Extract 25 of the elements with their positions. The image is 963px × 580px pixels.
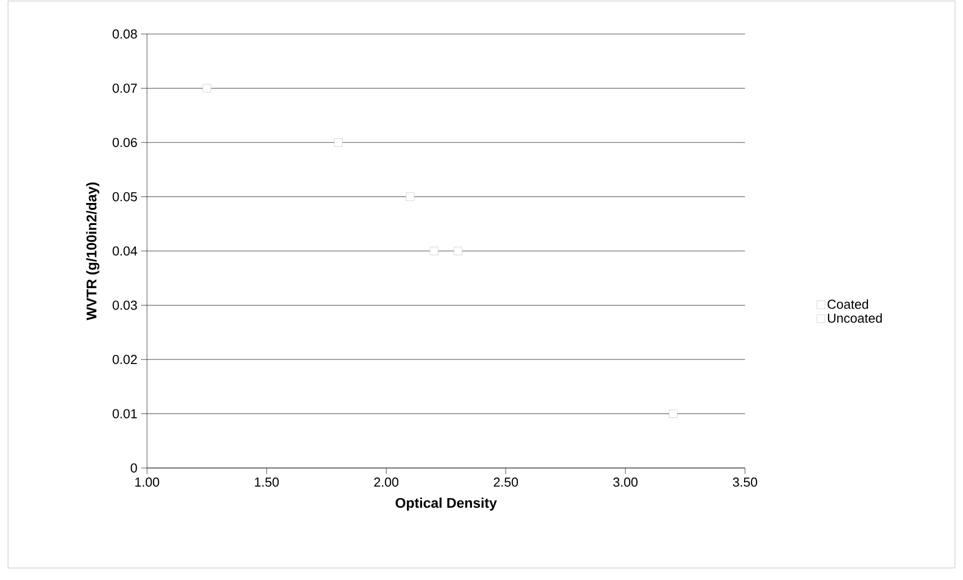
point xyxy=(334,138,343,147)
y-tick-label: 0.07 xyxy=(112,84,137,93)
point xyxy=(430,246,438,256)
x-axis-title: Optical Density xyxy=(396,498,497,511)
legend-label: Uncoated xyxy=(828,313,882,323)
y-tick-label: 0.08 xyxy=(112,29,137,39)
y-tick-label: 0.04 xyxy=(112,246,138,256)
x-tick-label: 1.00 xyxy=(135,478,160,487)
x-tick-label: 1.50 xyxy=(254,478,279,487)
point xyxy=(669,410,678,418)
y-tick-label: 0.02 xyxy=(112,354,137,364)
y-tick-label: 0.01 xyxy=(112,409,137,418)
legend-label: Coated xyxy=(828,299,868,309)
x-tick-label: 2.00 xyxy=(374,478,398,487)
x-tick-label: 3.00 xyxy=(613,478,638,487)
point xyxy=(406,192,414,201)
x-tick-label: 3.50 xyxy=(732,478,758,487)
y-tick-label: 0.03 xyxy=(112,300,137,310)
x-tick-label: 2.50 xyxy=(494,478,518,487)
point xyxy=(202,84,212,92)
y-tick-label: 0 xyxy=(130,463,137,473)
point xyxy=(454,246,462,256)
y-axis-title: WVTR (g/100in2/day) xyxy=(86,182,100,320)
y-tick-label: 0.06 xyxy=(112,138,137,148)
y-tick-label: 0.05 xyxy=(112,192,137,202)
